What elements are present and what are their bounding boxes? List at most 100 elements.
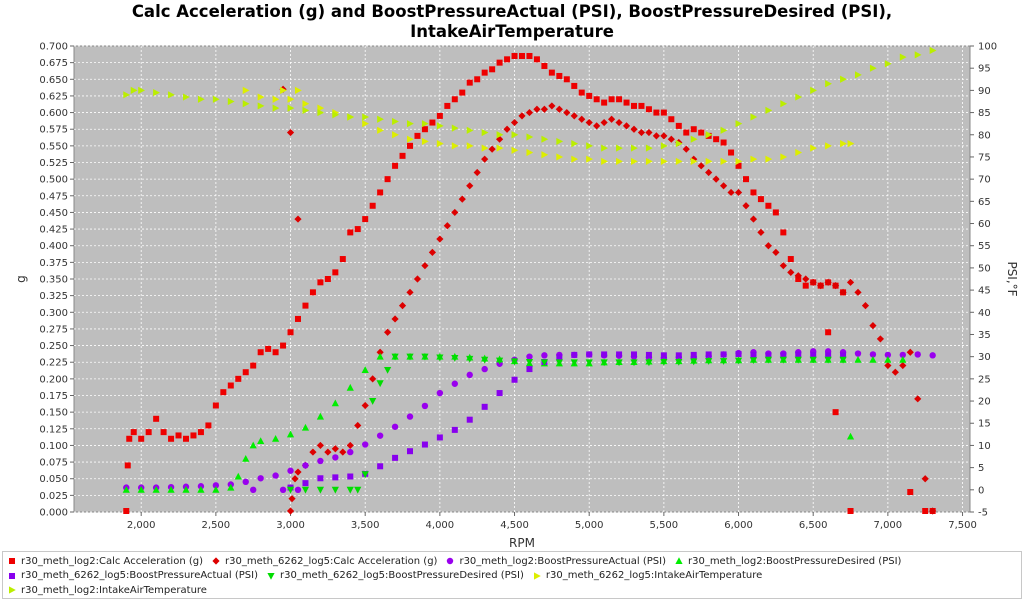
data-point [451, 124, 459, 132]
data-point [406, 353, 414, 361]
legend-item: r30_meth_6262_log5:IntakeAirTemperature [532, 570, 762, 581]
data-point [929, 46, 937, 55]
data-point [653, 109, 660, 116]
data-point [854, 288, 862, 296]
data-point [429, 119, 436, 126]
data-point [436, 354, 444, 362]
data-point [884, 60, 892, 68]
data-point [406, 413, 414, 420]
data-point [787, 256, 794, 263]
data-point [593, 122, 601, 130]
y-left-tick-label: 0.150 [39, 408, 68, 419]
data-point [555, 105, 563, 113]
data-point [780, 153, 788, 161]
y-left-tick-label: 0.525 [39, 158, 68, 169]
data-point [631, 102, 637, 109]
data-point [556, 137, 564, 146]
data-point [675, 358, 683, 366]
data-point [257, 349, 264, 356]
y-axis-right: -5 0 5 10 15 20 25 30 35 40 45 50 55 60 65 70 75 80 85 90 95… [970, 42, 997, 519]
data-point [234, 472, 242, 480]
y-right-tick-label: 10 [978, 441, 991, 452]
data-point [765, 155, 773, 163]
data-point [735, 351, 742, 358]
data-point [407, 448, 413, 455]
y-right-tick-label: 20 [978, 397, 991, 408]
data-point [302, 480, 309, 487]
x-tick-label: 3,000 [276, 520, 305, 531]
data-point [832, 282, 840, 290]
data-point [593, 96, 600, 103]
data-point [488, 145, 496, 153]
x-tick-label: 7,500 [948, 520, 977, 531]
data-point [899, 355, 907, 363]
data-point [474, 76, 481, 83]
data-point [504, 56, 511, 63]
data-point [316, 412, 324, 420]
data-point [287, 467, 294, 474]
data-point [235, 375, 242, 382]
data-point [286, 507, 295, 515]
data-point [570, 112, 578, 120]
data-point [690, 126, 697, 133]
y-left-tick-label: 0.650 [39, 75, 68, 86]
data-point [556, 354, 563, 361]
data-point [735, 162, 742, 169]
data-point [126, 435, 133, 442]
data-point [780, 229, 787, 236]
data-point [145, 429, 152, 436]
legend-item: r30_meth_6262_log5:BoostPressureDesired … [266, 570, 524, 581]
data-point [317, 279, 324, 286]
data-point [443, 222, 451, 230]
y-left-tick-label: 0.125 [39, 424, 68, 435]
data-point [541, 352, 548, 359]
data-point [265, 345, 272, 352]
data-point [787, 268, 795, 276]
data-point [197, 95, 205, 103]
data-point [645, 351, 652, 358]
data-point [794, 272, 802, 280]
data-point [802, 275, 810, 283]
data-point [705, 168, 713, 177]
data-point [697, 162, 705, 170]
data-point [451, 96, 458, 103]
data-point [511, 376, 518, 383]
data-point [496, 390, 503, 397]
data-point [541, 151, 549, 159]
data-point [291, 475, 299, 483]
data-point [436, 122, 444, 130]
legend-marker [212, 557, 220, 565]
data-point [832, 409, 839, 416]
data-point [548, 69, 555, 76]
data-point [466, 182, 474, 190]
data-point [347, 229, 354, 236]
x-tick-label: 2,500 [202, 520, 231, 531]
data-point [720, 139, 727, 146]
data-point [645, 144, 653, 152]
data-point [436, 235, 444, 243]
data-point [503, 125, 511, 133]
data-point [586, 142, 593, 150]
legend-marker [9, 558, 15, 565]
data-point [772, 209, 779, 216]
data-point [481, 403, 488, 410]
data-point [220, 389, 227, 396]
data-point [317, 475, 324, 482]
y-right-tick-label: 5 [978, 463, 984, 474]
y-left-tick-label: 0.200 [39, 374, 68, 385]
data-point [168, 91, 175, 99]
data-point [391, 315, 399, 323]
y-left-tick-label: 0.275 [39, 324, 68, 335]
x-tick-label: 2,000 [127, 520, 156, 531]
y-right-tick-label: 60 [978, 219, 991, 230]
data-point [466, 126, 474, 134]
data-point [392, 131, 399, 139]
data-point [257, 437, 265, 444]
data-point [705, 351, 712, 358]
y-axis-right-label: PSI,°F [1005, 261, 1019, 296]
data-point [369, 202, 376, 209]
data-point [690, 157, 698, 165]
data-point [854, 355, 862, 363]
legend-label: r30_meth_6262_log5:IntakeAirTemperature [545, 570, 763, 582]
legend-item: r30_meth_log2:BoostPressureDesired (PSI) [674, 556, 901, 567]
